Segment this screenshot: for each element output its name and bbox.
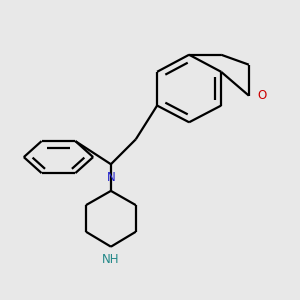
Text: O: O [258, 89, 267, 102]
Text: NH: NH [102, 253, 120, 266]
Text: N: N [106, 172, 115, 184]
